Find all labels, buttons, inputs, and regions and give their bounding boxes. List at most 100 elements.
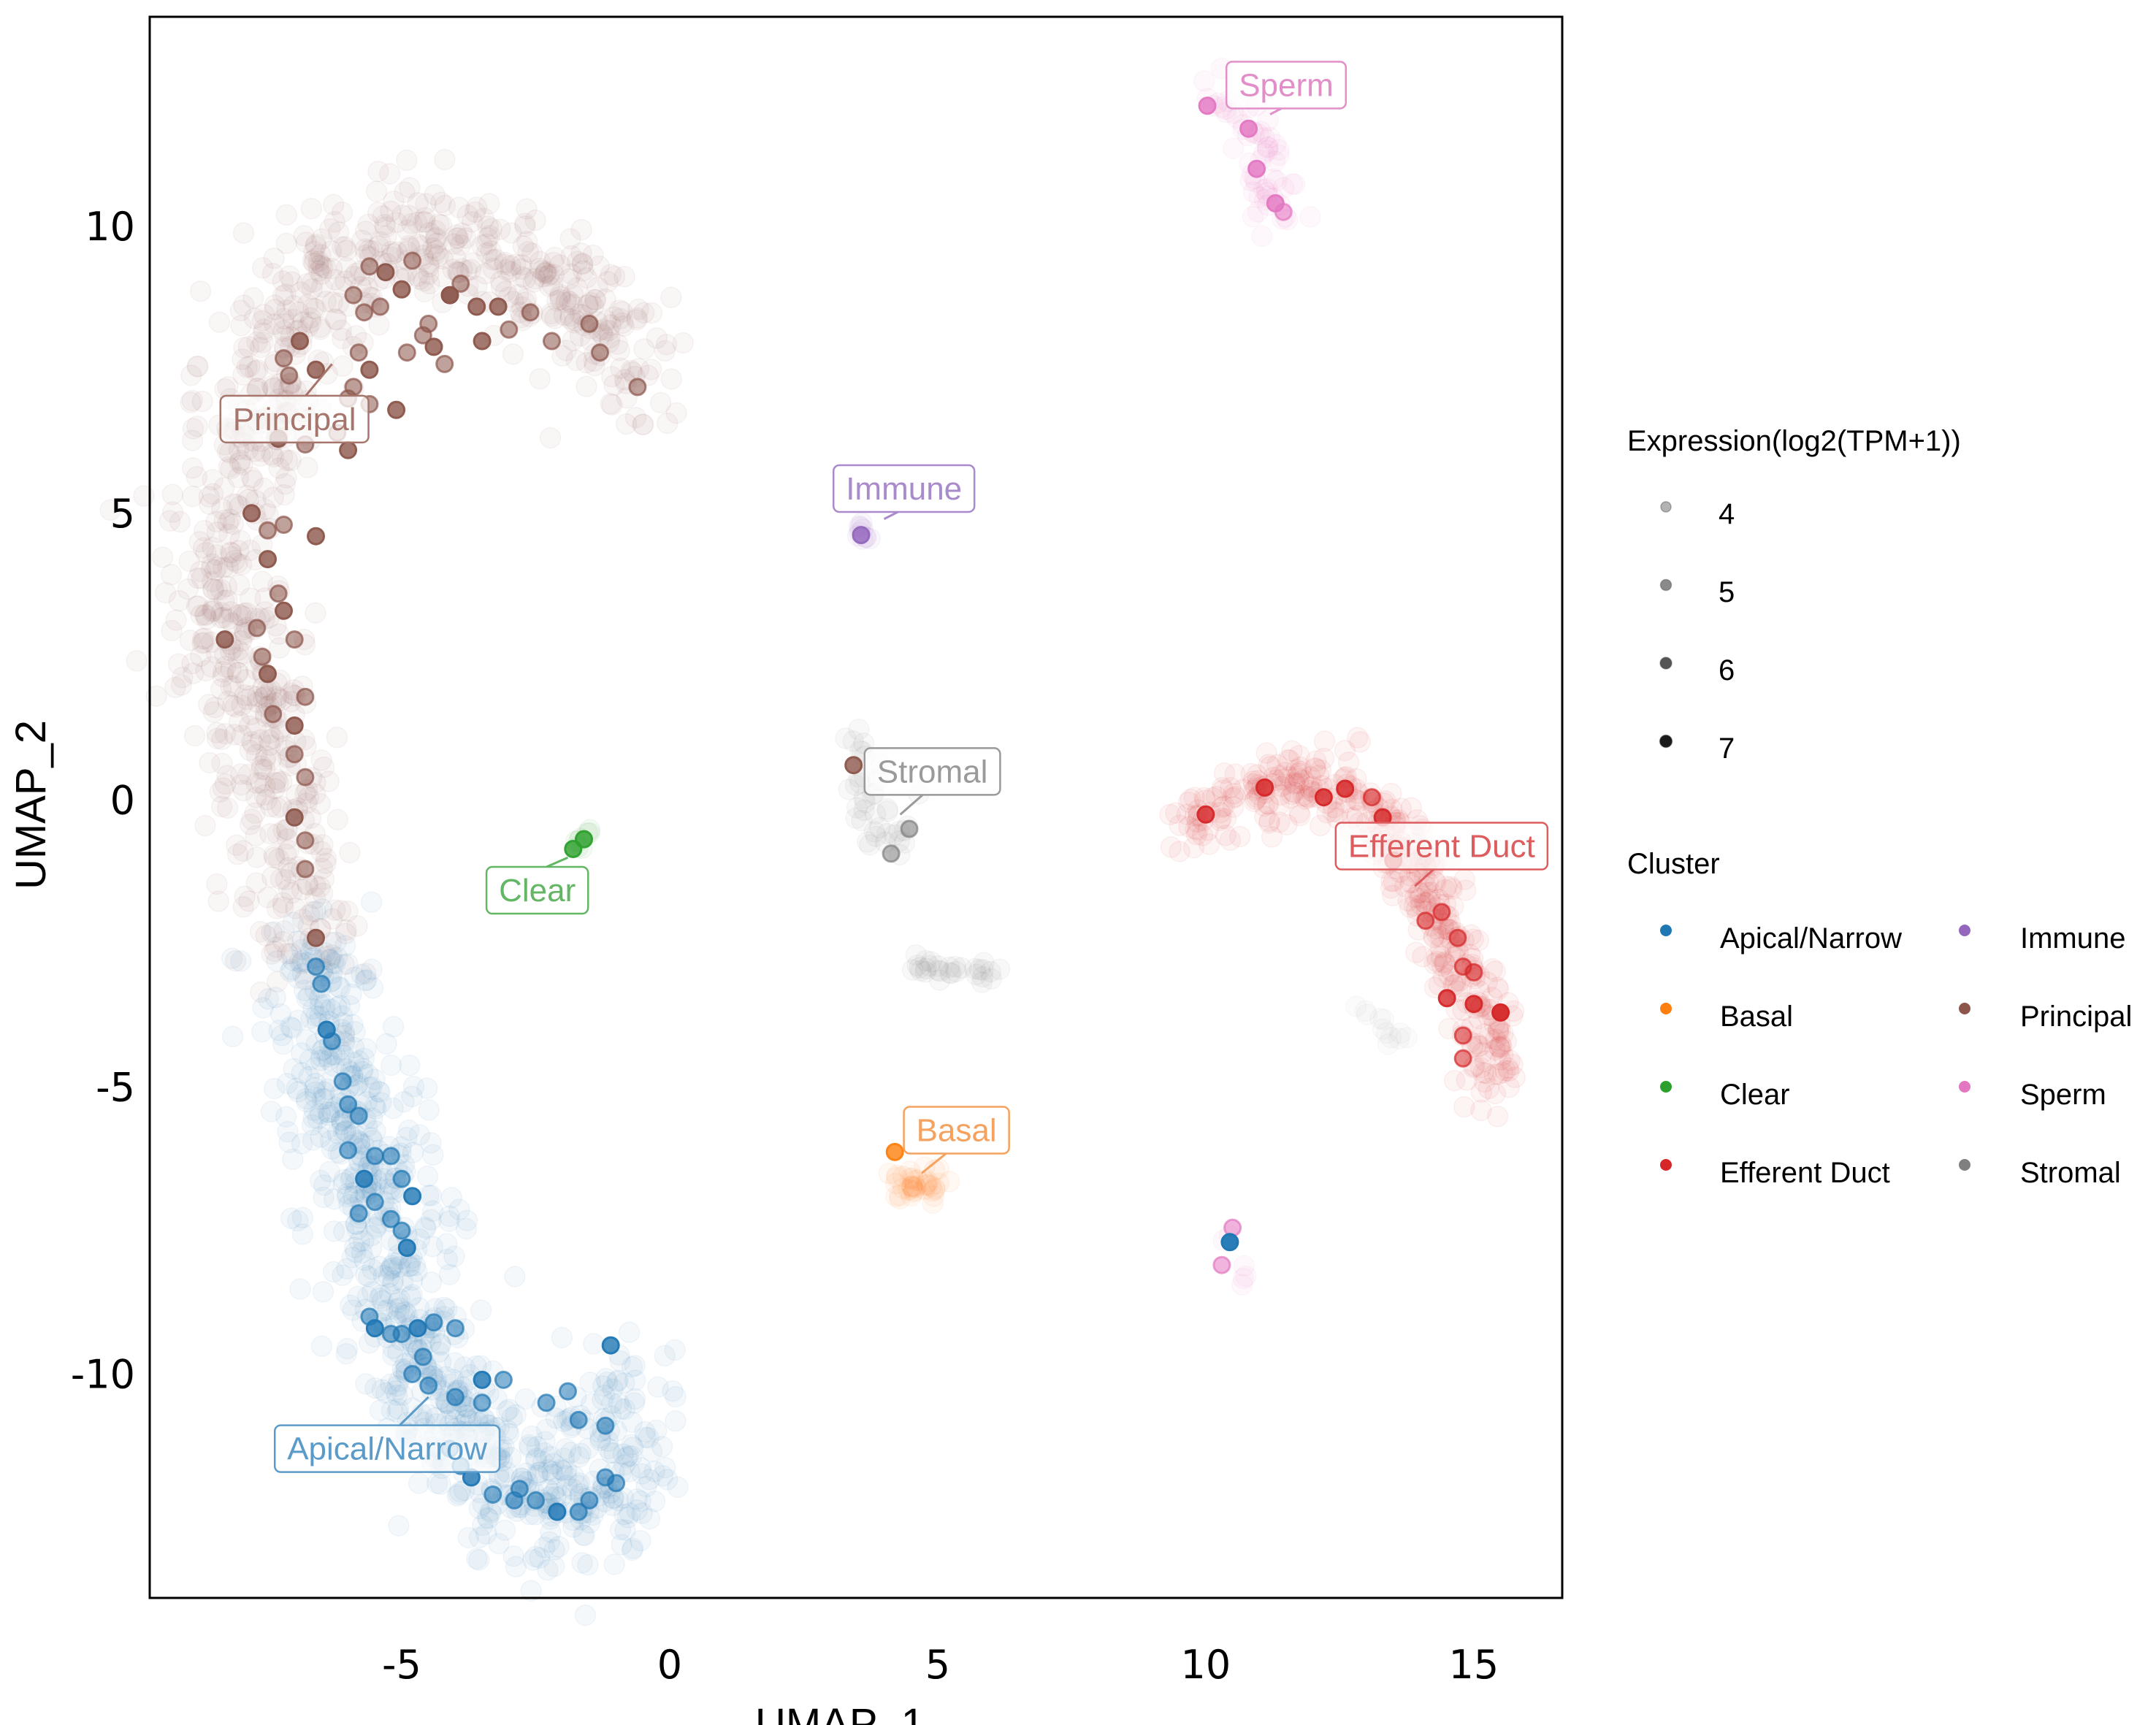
cell-point-principal [321, 944, 343, 966]
cell-point-apical-narrow [443, 1245, 465, 1268]
cell-point-principal [570, 242, 592, 264]
cell-point-principal [615, 413, 638, 435]
expressed-point-efferent-duct [1464, 995, 1483, 1014]
y-tick-label: 10 [85, 204, 135, 250]
expressed-point-apical-narrow [446, 1319, 465, 1338]
cell-point-principal [610, 357, 632, 379]
expressed-point-principal [467, 297, 486, 316]
expressed-point-efferent-duct [1255, 778, 1274, 797]
cell-point-principal [290, 281, 312, 303]
cell-point-principal [551, 345, 573, 367]
cell-point-principal [430, 191, 452, 214]
expressed-point-outlier-apical [1220, 1233, 1239, 1252]
cell-point-principal [532, 266, 554, 288]
cell-point-principal [351, 229, 373, 251]
cell-point-efferent-duct [1453, 1095, 1475, 1118]
cell-point-principal [169, 510, 191, 533]
cell-point-principal [325, 309, 348, 331]
expressed-point-principal [275, 601, 293, 620]
cell-point-principal [186, 595, 208, 617]
cell-point-principal [268, 457, 290, 479]
cell-point-principal [230, 315, 252, 337]
cell-point-principal [560, 245, 582, 267]
cell-point-apical-narrow [621, 1355, 643, 1378]
cell-point-principal [543, 264, 565, 286]
expressed-point-sperm [1239, 119, 1258, 138]
cell-point-apical-narrow [356, 968, 378, 991]
cell-point-apical-narrow [574, 1604, 597, 1626]
cell-point-principal [245, 772, 267, 794]
cell-point-principal [278, 878, 299, 900]
cell-point-apical-narrow [344, 1021, 366, 1043]
cell-point-principal [245, 360, 267, 382]
cell-point-principal [202, 598, 224, 620]
cell-point-apical-narrow [310, 1335, 333, 1358]
expressed-point-efferent-duct [1491, 1003, 1510, 1022]
cell-point-principal [214, 722, 237, 745]
cell-point-principal [230, 763, 252, 785]
cell-point-principal [256, 887, 279, 909]
cell-point-principal [448, 196, 470, 218]
cell-point-principal [243, 307, 266, 329]
cell-point-apical-narrow [286, 1077, 307, 1100]
cell-point-principal [326, 808, 348, 831]
cell-point-apical-narrow [277, 1120, 299, 1143]
cell-point-principal [597, 319, 620, 342]
cell-point-principal [280, 943, 302, 965]
cell-point-principal [513, 213, 536, 235]
cell-point-principal [236, 356, 258, 378]
cell-point-principal [493, 253, 516, 275]
cell-point-principal [240, 466, 263, 489]
cell-point-apical-narrow [344, 1181, 366, 1204]
cell-point-principal [165, 609, 187, 631]
cell-point-apical-narrow [377, 1298, 399, 1321]
cell-point-principal [534, 261, 557, 284]
cell-point-apical-narrow [420, 1185, 443, 1206]
cell-point-apical-narrow [370, 1092, 392, 1114]
expressed-point-sperm [1198, 96, 1217, 115]
cell-point-principal [369, 231, 391, 253]
cell-point-apical-narrow [347, 1285, 369, 1308]
cell-point-principal [335, 922, 357, 945]
cell-point-principal [603, 374, 625, 396]
cell-point-apical-narrow [662, 1380, 684, 1402]
expressed-point-principal [280, 366, 299, 385]
expressed-point-principal [451, 274, 470, 293]
cell-point-principal [202, 600, 225, 622]
expressed-point-apical-narrow [446, 1388, 465, 1407]
cell-point-apical-narrow [271, 1024, 293, 1047]
cell-point-apical-narrow [369, 1287, 391, 1309]
cell-point-apical-narrow [577, 1437, 599, 1460]
cell-point-principal [267, 823, 288, 845]
expressed-point-apical-narrow [403, 1187, 422, 1206]
cell-point-apical-narrow [472, 1514, 494, 1537]
cell-point-principal [271, 689, 293, 711]
cell-point-principal [267, 848, 290, 870]
expressed-point-apical-narrow [392, 1325, 411, 1343]
cell-point-principal [672, 332, 695, 354]
cell-point-efferent-duct [1346, 727, 1369, 749]
cell-point-principal [494, 280, 517, 302]
cell-point-apical-narrow [311, 898, 333, 920]
cell-point-efferent-duct [1491, 1036, 1513, 1058]
cell-point-principal [478, 224, 501, 247]
cell-point-principal [246, 359, 269, 381]
cell-point-principal [559, 308, 581, 330]
cell-point-principal [367, 235, 389, 257]
legend-cluster-label: Stromal [2020, 1157, 2121, 1189]
expressed-point-efferent-duct [1453, 1026, 1472, 1045]
cell-point-principal [656, 412, 678, 435]
cell-point-apical-narrow [295, 1087, 318, 1110]
cell-point-efferent-duct [1191, 825, 1214, 846]
cell-point-principal [246, 685, 269, 708]
legend-cluster-label: Immune [2020, 922, 2126, 955]
cell-point-apical-narrow [380, 1054, 402, 1076]
cell-point-apical-narrow [533, 1537, 556, 1558]
expressed-point-apical-narrow [483, 1485, 502, 1504]
cell-point-apical-narrow [318, 1104, 340, 1126]
cell-point-apical-narrow [278, 1131, 300, 1154]
cell-point-apical-narrow [433, 1296, 455, 1318]
cell-point-principal [221, 542, 242, 564]
cell-point-efferent-duct [1177, 791, 1200, 814]
y-tick-label: 0 [110, 778, 135, 824]
